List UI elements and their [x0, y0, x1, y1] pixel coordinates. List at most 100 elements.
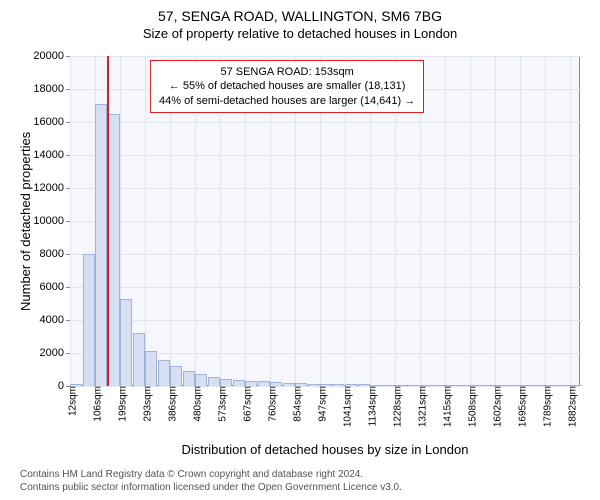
histogram-bar	[220, 379, 232, 386]
footer-line2: Contains public sector information licen…	[20, 481, 600, 494]
histogram-bar	[170, 366, 182, 386]
y-tick-label: 14000	[33, 149, 70, 161]
x-tick-label: 1789sqm	[536, 386, 553, 427]
x-axis-label: Distribution of detached houses by size …	[70, 442, 580, 457]
y-tick-label: 12000	[33, 182, 70, 194]
y-axis-label: Number of detached properties	[18, 132, 33, 311]
histogram-bar	[432, 385, 444, 386]
x-tick-mark	[420, 386, 421, 390]
x-tick-mark	[170, 386, 171, 390]
y-tick-label: 18000	[33, 83, 70, 95]
x-tick-label: 760sqm	[261, 386, 278, 422]
grid-line-h	[70, 122, 580, 123]
histogram-bar	[283, 383, 295, 386]
grid-line-v	[520, 56, 521, 386]
x-tick-label: 947sqm	[311, 386, 328, 422]
histogram-bar	[158, 360, 170, 386]
x-tick-label: 1228sqm	[387, 386, 404, 427]
footer-line1: Contains HM Land Registry data © Crown c…	[20, 468, 600, 481]
histogram-bar	[245, 381, 257, 386]
x-tick-label: 1508sqm	[461, 386, 478, 427]
histogram-bar	[183, 371, 195, 386]
x-tick-mark	[220, 386, 221, 390]
histogram-bar	[108, 114, 120, 386]
x-tick-mark	[145, 386, 146, 390]
histogram-bar	[95, 104, 107, 386]
x-tick-label: 1602sqm	[487, 386, 504, 427]
histogram-bar	[208, 377, 220, 386]
x-tick-label: 293sqm	[137, 386, 154, 422]
plot-area: 0200040006000800010000120001400016000180…	[70, 56, 580, 386]
grid-line-h	[70, 254, 580, 255]
x-tick-label: 12sqm	[62, 386, 79, 416]
histogram-bar	[370, 385, 382, 386]
histogram-bar	[70, 384, 82, 386]
grid-line-v	[495, 56, 496, 386]
histogram-bar	[195, 374, 207, 386]
histogram-bar	[320, 384, 332, 386]
y-tick-label: 10000	[33, 215, 70, 227]
grid-line-h	[70, 188, 580, 189]
x-tick-mark	[445, 386, 446, 390]
x-tick-mark	[345, 386, 346, 390]
footer: Contains HM Land Registry data © Crown c…	[0, 468, 600, 494]
grid-line-h	[70, 221, 580, 222]
histogram-bar	[145, 351, 157, 386]
histogram-bar	[495, 385, 507, 386]
grid-line-v	[445, 56, 446, 386]
x-tick-label: 1415sqm	[437, 386, 454, 427]
x-tick-mark	[470, 386, 471, 390]
x-tick-mark	[545, 386, 546, 390]
x-tick-mark	[370, 386, 371, 390]
histogram-bar	[332, 384, 344, 386]
grid-line-h	[70, 155, 580, 156]
histogram-bar	[308, 384, 320, 386]
x-tick-mark	[520, 386, 521, 390]
x-tick-mark	[395, 386, 396, 390]
info-box-line: 44% of semi-detached houses are larger (…	[159, 94, 415, 108]
x-tick-label: 1882sqm	[561, 386, 578, 427]
x-tick-label: 106sqm	[87, 386, 104, 422]
histogram-bar	[382, 385, 394, 386]
grid-line-h	[70, 287, 580, 288]
x-tick-label: 199sqm	[111, 386, 128, 422]
histogram-bar	[295, 383, 307, 386]
x-tick-mark	[295, 386, 296, 390]
x-tick-mark	[495, 386, 496, 390]
grid-line-v	[545, 56, 546, 386]
histogram-bar	[532, 385, 544, 386]
histogram-bar	[270, 382, 282, 386]
x-tick-mark	[195, 386, 196, 390]
x-tick-label: 386sqm	[161, 386, 178, 422]
x-tick-label: 480sqm	[187, 386, 204, 422]
y-tick-label: 16000	[33, 116, 70, 128]
x-tick-label: 854sqm	[287, 386, 304, 422]
histogram-bar	[570, 385, 582, 386]
info-box-line: ← 55% of detached houses are smaller (18…	[159, 79, 415, 93]
x-tick-label: 573sqm	[211, 386, 228, 422]
y-tick-label: 20000	[33, 50, 70, 62]
histogram-bar	[545, 385, 557, 386]
plot-wrapper: 0200040006000800010000120001400016000180…	[70, 56, 580, 386]
histogram-bar	[458, 385, 470, 386]
histogram-bar	[445, 385, 457, 386]
histogram-bar	[520, 385, 532, 386]
x-tick-label: 1321sqm	[411, 386, 428, 427]
x-tick-mark	[320, 386, 321, 390]
x-tick-label: 1695sqm	[511, 386, 528, 427]
histogram-bar	[508, 385, 520, 386]
grid-line-v	[470, 56, 471, 386]
x-tick-mark	[570, 386, 571, 390]
histogram-bar	[120, 299, 132, 386]
info-box: 57 SENGA ROAD: 153sqm← 55% of detached h…	[150, 60, 424, 113]
x-tick-label: 1041sqm	[337, 386, 354, 427]
x-tick-mark	[95, 386, 96, 390]
histogram-bar	[233, 380, 245, 386]
x-tick-mark	[245, 386, 246, 390]
histogram-bar	[482, 385, 494, 386]
grid-line-v	[70, 56, 71, 386]
grid-line-h	[70, 56, 580, 57]
histogram-bar	[395, 385, 407, 386]
histogram-bar	[258, 381, 270, 386]
histogram-bar	[558, 385, 570, 386]
